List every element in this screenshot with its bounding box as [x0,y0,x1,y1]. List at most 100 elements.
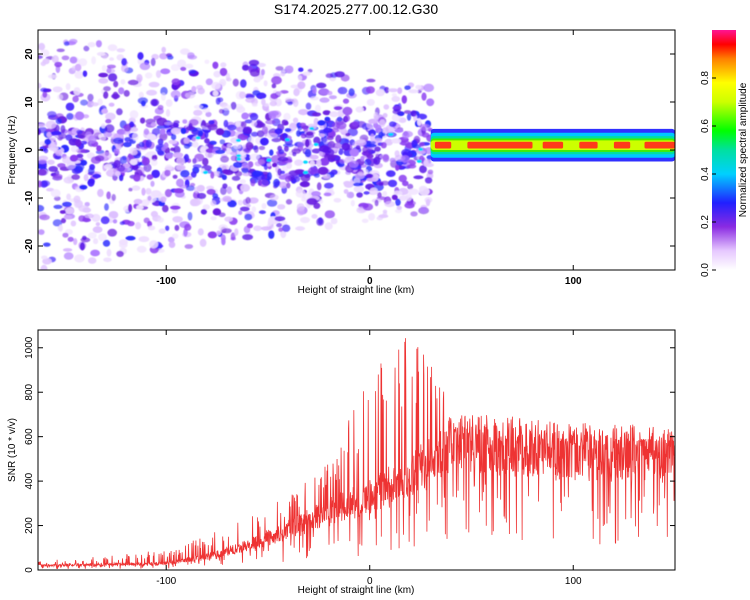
heatmap-noise-blob [348,160,359,168]
heatmap-noise-blob [300,174,311,182]
heatmap-noise-blob [38,204,45,212]
heatmap-noise-blob [206,185,215,190]
heatmap-noise-blob [53,204,63,209]
heatmap-noise-blob [65,102,75,111]
snr-y-label: SNR (10 * v/v) [7,418,18,482]
heatmap-noise-blob [316,182,322,191]
heatmap-noise-blob [100,216,110,225]
heatmap-noise-blob [140,117,146,124]
snr-y-ticks: 0 200 400 600 800 1000 [24,336,675,573]
heatmap-noise-blob [102,239,111,247]
heatmap-noise-blob [278,181,288,189]
heatmap-noise-blob [95,40,102,48]
heatmap-band-peak [542,141,564,149]
heatmap-noise-blob [105,119,112,124]
heatmap-noise-blob [197,87,205,95]
snr-y-tick-label: 400 [24,472,35,489]
heatmap-noise-blob [143,217,150,224]
heatmap-noise-blob [123,90,130,97]
heatmap-noise-blob [38,126,48,134]
heatmap-noise-blob [274,216,286,222]
heatmap-noise-blob [257,157,266,166]
heatmap-noise-blob [106,168,118,176]
heatmap-noise-blob [180,48,190,55]
heatmap-noise-blob [240,121,247,128]
heatmap-noise-blob [370,133,375,142]
heatmap-noise-blob [210,200,217,207]
heatmap-noise-blob [300,216,310,224]
colorbar-label: Normalized spectral amplitude [738,82,749,217]
heatmap-highlight-blob [418,147,424,151]
heatmap-noise-blob [185,185,196,191]
heatmap-noise-blob [308,166,319,175]
heatmap-noise-blob [113,80,119,88]
heatmap-noise-blob [216,230,222,236]
heatmap-noise-blob [75,111,84,119]
heatmap-noise-blob [133,198,143,205]
heatmap-noise-blob [292,117,299,124]
heatmap-noise-blob [373,156,381,166]
heatmap-noise-blob [241,112,249,120]
heatmap-noise-blob [70,145,79,153]
heatmap-noise-blob [78,205,90,213]
heatmap-noise-blob [290,84,299,89]
heatmap-highlight-blob [195,136,201,140]
heatmap-noise-blob [250,178,256,187]
heatmap-noise-blob [253,76,261,83]
heatmap-noise-blob [322,110,331,116]
heatmap-noise-blob [215,149,226,154]
heatmap-noise-blob [202,157,209,166]
heatmap-noise-blob [278,161,286,166]
heatmap-noise-blob [108,73,118,82]
heatmap-noise-blob [363,191,370,195]
heatmap-noise-blob [184,244,194,249]
heatmap-noise-blob [159,53,168,60]
heatmap-noise-blob [384,201,396,208]
heatmap-noise-blob [137,97,148,105]
heatmap-noise-blob [317,166,329,175]
heatmap-noise-blob [251,206,257,213]
heatmap-noise-blob [404,85,411,90]
heatmap-noise-blob [342,98,350,104]
heatmap-noise-blob [312,87,317,94]
heatmap-noise-blob [192,158,197,164]
heatmap-noise-blob [94,155,105,162]
heatmap-noise-blob [172,216,183,223]
heatmap-noise-blob [150,122,157,127]
heatmap-noise-blob [261,98,266,106]
heatmap-noise-blob [190,171,197,178]
heatmap-noise-blob [72,95,79,103]
heatmap-noise-blob [98,77,109,84]
heatmap-noise-blob [127,220,135,227]
heatmap-noise-blob [245,197,251,204]
heatmap-noise-blob [276,222,283,228]
heatmap-noise-blob [425,163,434,168]
heatmap-noise-blob [148,81,160,88]
heatmap-noise-blob [239,91,246,99]
heatmap-noise-blob [261,203,267,209]
heatmap-noise-blob [149,240,159,249]
heatmap-noise-blob [402,180,409,187]
heatmap-noise-blob [227,199,237,208]
heatmap-noise-blob [407,183,414,190]
heatmap-noise-blob [128,204,133,213]
heatmap-noise-blob [365,140,377,145]
heatmap-y-tick-label: -10 [24,190,35,205]
heatmap-noise-blob [118,87,125,95]
heatmap-y-tick-label: 10 [24,96,35,108]
heatmap-noise-blob [296,208,305,216]
heatmap-noise-blob [103,86,111,92]
heatmap-noise-blob [335,134,342,144]
heatmap-noise-blob [168,241,176,249]
heatmap-noise-blob [103,91,109,99]
heatmap-noise-blob [324,116,331,122]
heatmap-noise-blob [316,82,327,89]
heatmap-noise-blob [349,148,359,157]
heatmap-noise-blob [366,98,375,106]
heatmap-noise-blob [310,96,319,101]
heatmap-noise-blob [57,94,63,100]
heatmap-noise-blob [360,155,365,162]
snr-frame [37,329,676,571]
heatmap-noise-blob [164,169,171,177]
